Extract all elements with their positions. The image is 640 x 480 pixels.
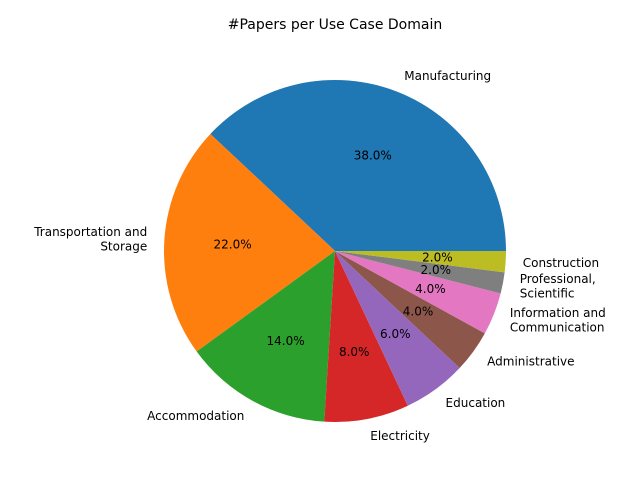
slice-percent-4: 6.0% — [380, 327, 411, 341]
pie-slice-2 — [196, 251, 335, 422]
pie-slice-4 — [335, 251, 460, 406]
pie-slice-7 — [335, 251, 505, 294]
pie-slice-0 — [210, 80, 506, 251]
slice-percent-3: 8.0% — [339, 345, 370, 359]
pie-percent-labels: 38.0% 22.0% 14.0% 8.0% 6.0% 4.0% 4.0% 2.0%2.0% — [214, 149, 453, 359]
pie-labels: Manufacturing Transportation and Storage Ac… — [33, 69, 606, 443]
slice-percent-5: 4.0% — [403, 304, 434, 318]
slice-label-7: Professional, Scientific — [520, 272, 596, 301]
pie-slice-5 — [335, 251, 485, 369]
pie-slice-6 — [335, 251, 501, 334]
slice-label-1: Transportation and Storage — [33, 225, 147, 254]
slice-label-0: Manufacturing — [404, 69, 491, 83]
pie-slice-8 — [335, 251, 506, 273]
pie-slice-1 — [164, 133, 335, 352]
slice-percent-8: 2.0% — [422, 250, 453, 264]
slice-label-4: Education — [446, 396, 506, 410]
slice-percent-0: 38.0% — [354, 149, 392, 163]
slice-label-8: Construction — [523, 256, 599, 270]
slice-label-2: Accommodation — [147, 409, 244, 423]
slice-label-6: Information and Communication — [510, 306, 606, 335]
chart-title: #Papers per Use Case Domain — [228, 17, 442, 33]
slice-percent-1: 22.0% — [214, 238, 252, 252]
slice-percent-2: 14.0% — [267, 334, 305, 348]
slice-label-5: Administrative — [487, 355, 574, 369]
slice-percent-6: 4.0% — [415, 282, 446, 296]
pie-slice-3 — [324, 251, 408, 423]
pie-slices — [164, 80, 506, 423]
slice-label-3: Electricity — [370, 429, 430, 443]
slice-percent-7: 2.0% — [421, 263, 452, 277]
